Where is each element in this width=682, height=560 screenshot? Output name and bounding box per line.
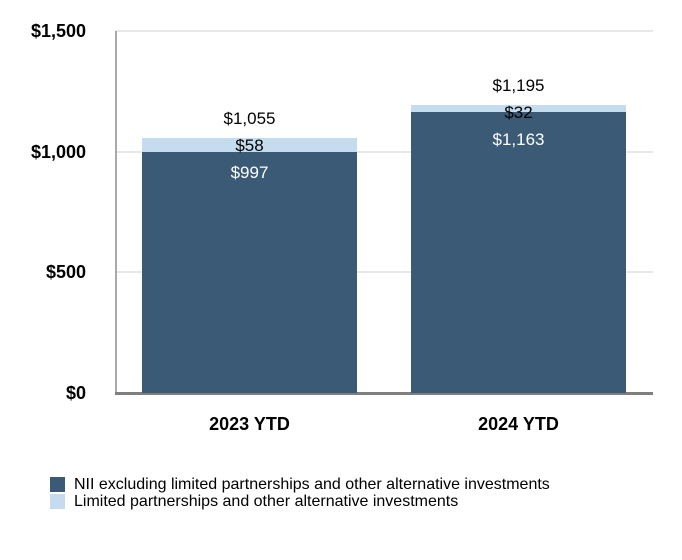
x-axis-line (115, 392, 653, 395)
bar-labels-2024-ytd: $1,195 $32 $1,163 (411, 72, 626, 153)
bar-segment-nii-excluding (411, 112, 626, 393)
total-label: $1,195 (492, 75, 545, 95)
legend-item-lp: Limited partnerships and other alternati… (50, 493, 550, 510)
segment-value-label-limited-partnerships: $32 (504, 102, 533, 122)
bar-segment-limited-partnerships (142, 138, 357, 153)
gridline (115, 30, 653, 32)
bar-2024-ytd (411, 104, 626, 393)
bar-segment-limited-partnerships (411, 104, 626, 113)
y-axis-line (115, 31, 117, 393)
legend-swatch-light (50, 494, 65, 509)
y-tick-label: $1,500 (30, 21, 86, 41)
bar-2023-ytd (142, 138, 357, 393)
legend-swatch-dark (50, 477, 65, 492)
legend-item-nii: NII excluding limited partnerships and o… (50, 476, 550, 493)
gridline (115, 271, 653, 274)
legend-label: Limited partnerships and other alternati… (74, 493, 459, 510)
bar-labels-2023-ytd: $1,055 $58 $997 (142, 105, 357, 186)
gridline (115, 150, 653, 153)
legend-label: NII excluding limited partnerships and o… (74, 476, 550, 493)
y-tick-label: $500 (45, 262, 86, 283)
y-tick-label: $0 (65, 383, 86, 403)
segment-value-label-limited-partnerships: $58 (235, 136, 264, 156)
chart-legend: NII excluding limited partnerships and o… (50, 476, 550, 510)
bar-segment-nii-excluding (142, 152, 357, 393)
total-label: $1,055 (223, 109, 276, 129)
y-tick-label: $1,000 (30, 141, 86, 162)
x-tick-label-2024-ytd: 2024 YTD (478, 414, 559, 434)
x-tick-label-2023-ytd: 2023 YTD (209, 414, 290, 434)
segment-value-label-nii-excluding: $997 (230, 163, 269, 183)
segment-value-label-nii-excluding: $1,163 (492, 129, 545, 149)
